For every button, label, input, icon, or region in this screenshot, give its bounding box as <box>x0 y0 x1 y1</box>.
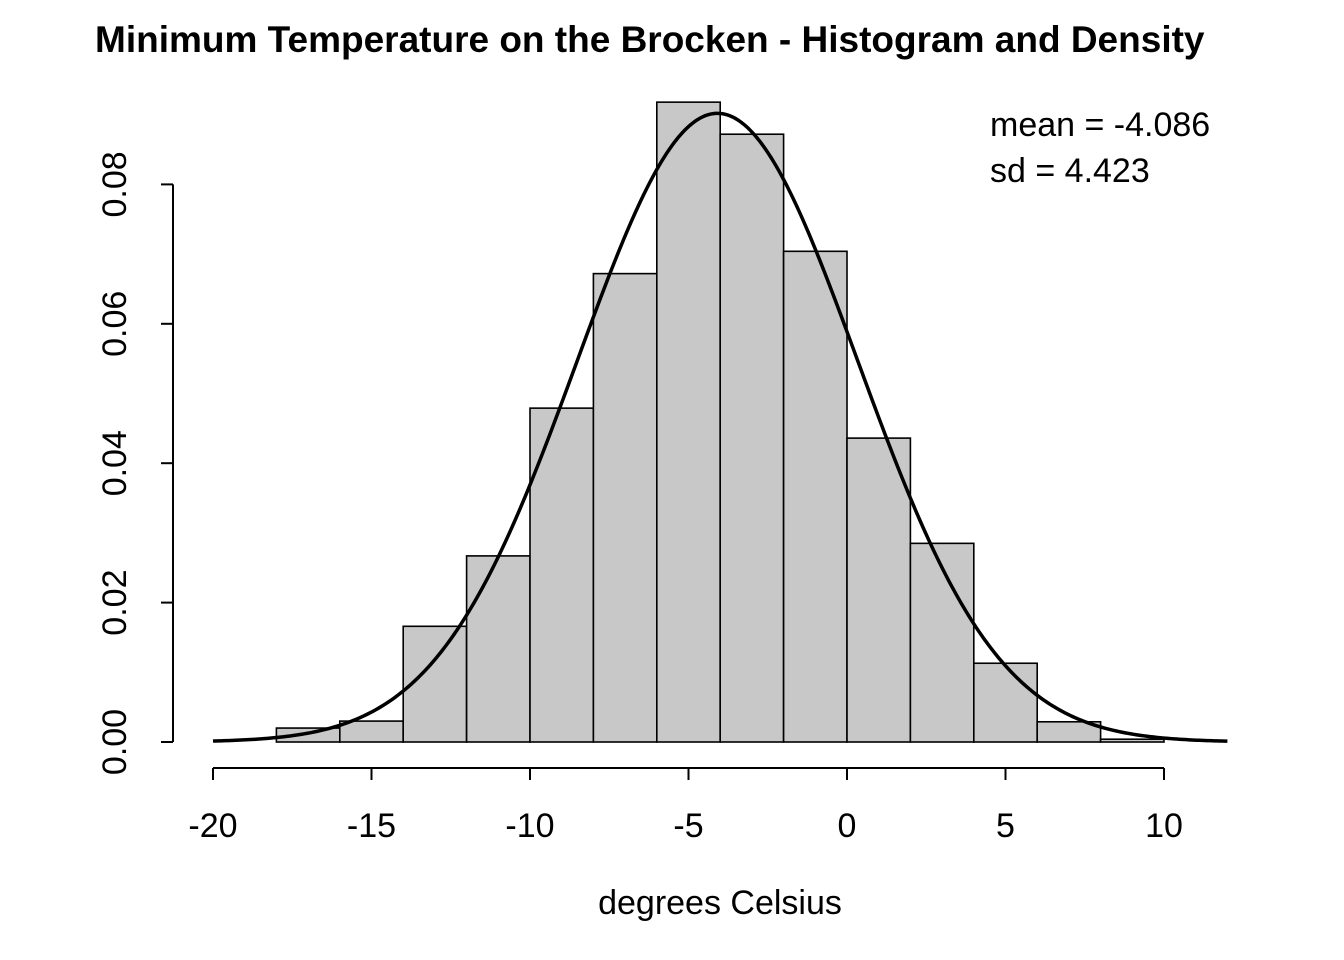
x-tick-label: 5 <box>996 807 1015 845</box>
x-tick-label: -20 <box>188 807 237 845</box>
histogram-bar <box>655 101 721 743</box>
y-tick-label: 0.06 <box>96 291 134 357</box>
histogram-bar <box>782 250 848 743</box>
x-tick-label: 10 <box>1145 807 1183 845</box>
histogram-bar <box>465 555 531 743</box>
histogram-bar <box>846 437 912 743</box>
y-tick-label: 0.08 <box>96 151 134 217</box>
histogram-bar <box>1099 738 1165 743</box>
x-axis-label: degrees Celsius <box>598 884 842 922</box>
chart-title: Minimum Temperature on the Brocken - His… <box>95 19 1205 60</box>
histogram-bar <box>909 542 975 743</box>
x-tick-label: -15 <box>347 807 396 845</box>
y-tick-label: 0.00 <box>96 709 134 775</box>
histogram-bar <box>1036 720 1102 743</box>
histogram-bar <box>338 720 404 743</box>
y-tick-label: 0.04 <box>96 430 134 496</box>
x-axis: -20 -15 -10 -5 0 5 10 <box>188 767 1183 845</box>
density-curve <box>212 111 1228 743</box>
mean-annotation: mean = -4.086 <box>990 106 1210 144</box>
y-axis: 0.00 0.02 0.04 0.06 0.08 <box>96 151 174 775</box>
x-tick-label: -5 <box>673 807 703 845</box>
sd-annotation: sd = 4.423 <box>990 152 1150 190</box>
histogram-bar <box>529 407 595 743</box>
y-tick-label: 0.02 <box>96 570 134 636</box>
histogram-bar <box>592 272 658 743</box>
histogram-bars <box>275 101 1165 743</box>
histogram-bar <box>972 662 1038 743</box>
histogram-bar <box>719 133 785 743</box>
x-tick-label: 0 <box>838 807 857 845</box>
x-tick-label: -10 <box>505 807 554 845</box>
